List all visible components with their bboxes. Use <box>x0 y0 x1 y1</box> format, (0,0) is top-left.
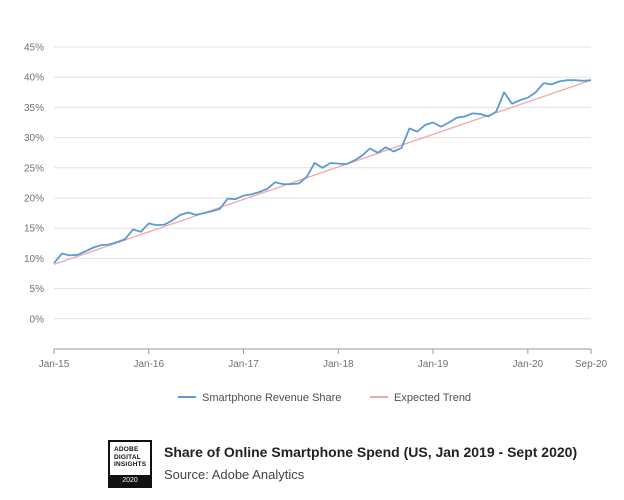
chart-source: Source: Adobe Analytics <box>164 467 305 482</box>
legend-label: Smartphone Revenue Share <box>202 392 341 404</box>
y-tick-label: 30% <box>24 133 44 144</box>
chart-title: Share of Online Smartphone Spend (US, Ja… <box>164 444 578 460</box>
y-tick-label: 0% <box>30 314 45 325</box>
y-tick-label: 10% <box>24 254 44 265</box>
y-tick-label: 25% <box>24 163 44 174</box>
chart-footer: ADOBE DIGITAL INSIGHTS 2020 Share of Onlin… <box>108 440 608 490</box>
legend: Smartphone Revenue Share Expected Trend <box>178 392 471 404</box>
x-axis-ticks: Jan-15 Jan-16 Jan-17 Jan-18 Jan-19 Jan-20 Sep-… <box>39 349 608 370</box>
x-tick-label: Jan-20 <box>513 359 544 370</box>
y-tick-label: 20% <box>24 194 44 205</box>
adobe-digital-insights-logo: ADOBE DIGITAL INSIGHTS 2020 <box>108 440 152 488</box>
y-tick-label: 40% <box>24 73 44 84</box>
legend-item-smartphone-revenue-share: Smartphone Revenue Share <box>178 392 341 404</box>
y-tick-label: 35% <box>24 103 44 114</box>
x-tick-label: Jan-18 <box>323 359 354 370</box>
y-axis-ticks: 0% 5% 10% 15% 20% 25% 30% 35% 40% 45% <box>24 43 44 326</box>
x-tick-label: Jan-17 <box>228 359 259 370</box>
x-tick-label: Jan-15 <box>39 359 70 370</box>
grid-lines <box>54 46 591 350</box>
legend-item-expected-trend: Expected Trend <box>370 392 471 404</box>
series-line-smartphone-revenue-share <box>53 79 592 264</box>
y-tick-label: 15% <box>24 224 44 235</box>
y-tick-label: 45% <box>24 43 44 54</box>
legend-label: Expected Trend <box>394 392 471 404</box>
series-lines <box>53 79 592 266</box>
y-tick-label: 5% <box>30 284 45 295</box>
line-chart: 0%5%10%15%20%25%30%35%40%45% Jan-15 Jan-1… <box>24 43 608 405</box>
x-tick-label: Jan-19 <box>418 359 449 370</box>
series-line-expected-trend <box>53 79 592 266</box>
x-tick-label: Sep-20 <box>575 359 608 370</box>
x-tick-label: Jan-16 <box>133 359 164 370</box>
